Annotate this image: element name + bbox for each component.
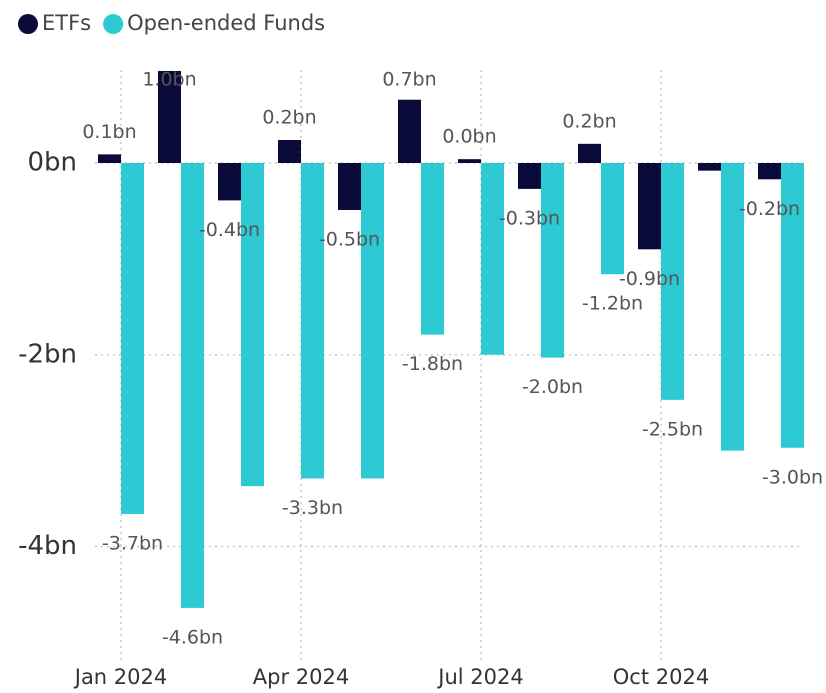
data-label: -1.2bn [582, 293, 643, 315]
data-label: 0.0bn [442, 126, 496, 148]
data-label: -0.2bn [739, 198, 800, 220]
y-tick-label: 0bn [27, 148, 77, 178]
bar [98, 154, 121, 164]
legend-label: Open-ended Funds [127, 11, 325, 35]
x-tick-label: Jan 2024 [73, 665, 168, 689]
data-label: -2.0bn [522, 376, 583, 398]
bar [398, 99, 421, 164]
data-label: -0.4bn [199, 219, 260, 241]
data-label: 0.2bn [562, 110, 616, 132]
bar [338, 163, 361, 210]
y-tick-label: -2bn [18, 339, 77, 369]
data-label: -3.0bn [762, 466, 823, 488]
bar [601, 163, 624, 275]
bar [638, 163, 661, 250]
data-label: -0.9bn [619, 268, 680, 290]
bar [578, 143, 601, 164]
legend-swatch [103, 14, 124, 34]
bar [758, 163, 781, 180]
bar [158, 70, 181, 164]
bar [301, 163, 324, 479]
bar [721, 163, 744, 451]
bar [661, 163, 684, 400]
bars [98, 70, 804, 608]
bar [698, 163, 721, 171]
bar [121, 163, 144, 514]
bar [181, 163, 204, 608]
data-label: -0.5bn [319, 228, 380, 250]
data-label: 1.0bn [142, 69, 196, 91]
data-label: -2.5bn [642, 418, 703, 440]
data-label: -1.8bn [402, 353, 463, 375]
x-tick-label: Jul 2024 [436, 665, 523, 689]
bar [481, 163, 504, 355]
bar [278, 139, 301, 164]
x-tick-label: Apr 2024 [253, 665, 349, 689]
labels: 0.1bn 1.0bn -0.4bn 0.2bn -0.5bn 0.7bn 0.0bn -0.… [82, 69, 823, 649]
bar [218, 163, 241, 201]
bar [781, 163, 804, 448]
bar [518, 163, 541, 189]
bar [421, 163, 444, 335]
legend: ETFs Open-ended Funds [18, 11, 325, 35]
data-label: 0.1bn [82, 121, 136, 143]
data-label: -0.3bn [499, 207, 560, 229]
bar [361, 163, 384, 479]
legend-label: ETFs [42, 11, 91, 35]
data-label: -3.3bn [282, 497, 343, 519]
legend-swatch [18, 14, 38, 34]
data-label: -3.7bn [102, 532, 163, 554]
data-label: -4.6bn [162, 626, 223, 648]
bar [458, 159, 481, 164]
data-label: 0.2bn [262, 106, 316, 128]
grid: 0bn -2bn -4bn Jan 2024 Apr 2024 Jul 2024 Oct 2… [18, 70, 803, 689]
bar [241, 163, 264, 487]
data-label: 0.7bn [382, 69, 436, 91]
y-tick-label: -4bn [18, 531, 77, 561]
x-tick-label: Oct 2024 [613, 665, 709, 689]
bar [541, 163, 564, 358]
